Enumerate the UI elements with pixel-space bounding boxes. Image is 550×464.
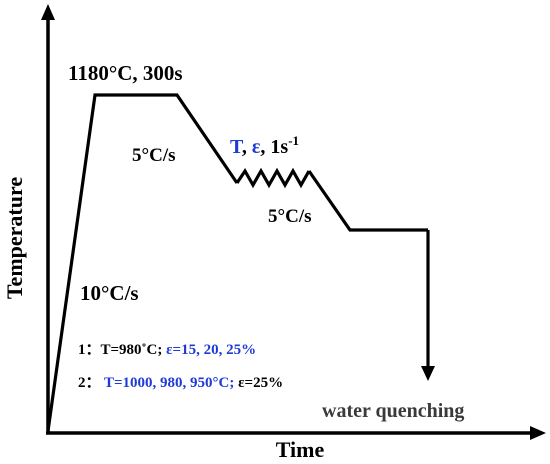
- cool-rate-2-label: 5°C/s: [268, 206, 312, 227]
- row1-highlight: ε=15, 20, 25%: [166, 342, 256, 358]
- condition-row-2: 2： T=1000, 980, 950°C; ε=25%: [78, 375, 283, 391]
- cool-rate-1-label: 5°C/s: [132, 145, 176, 166]
- deformation-label: T, ε, 1s-1: [230, 133, 299, 158]
- deform-T: T: [230, 136, 244, 158]
- deform-rate: , 1s: [260, 136, 288, 158]
- quench-label: water quenching: [322, 400, 464, 422]
- x-axis-title: Time: [276, 437, 325, 462]
- hold-label: 1180°C, 300s: [68, 61, 183, 85]
- row2-suffix: ε=25%: [234, 375, 283, 391]
- heat-rate-label: 10°C/s: [80, 281, 139, 305]
- deformation-zigzag: [235, 167, 311, 189]
- deform-sep1: ,: [242, 136, 252, 158]
- condition-row-1: 1：T=980˚C; ε=15, 20, 25%: [78, 342, 256, 358]
- schedule-cooling-and-hold: [307, 170, 428, 232]
- y-axis-title: Temperature: [2, 177, 27, 299]
- schedule-heating-and-hold: [46, 93, 239, 432]
- deform-eps: ε: [252, 136, 261, 158]
- row1-prefix: 1：T=980˚C;: [78, 342, 166, 358]
- row2-prefix: 2：: [78, 375, 104, 391]
- quench-arrow-icon: [421, 366, 435, 381]
- y-axis-arrow-icon: [41, 4, 55, 20]
- deform-rate-sup: -1: [288, 133, 299, 148]
- x-axis-arrow-icon: [530, 426, 546, 440]
- row2-highlight: T=1000, 980, 950°C;: [104, 375, 234, 391]
